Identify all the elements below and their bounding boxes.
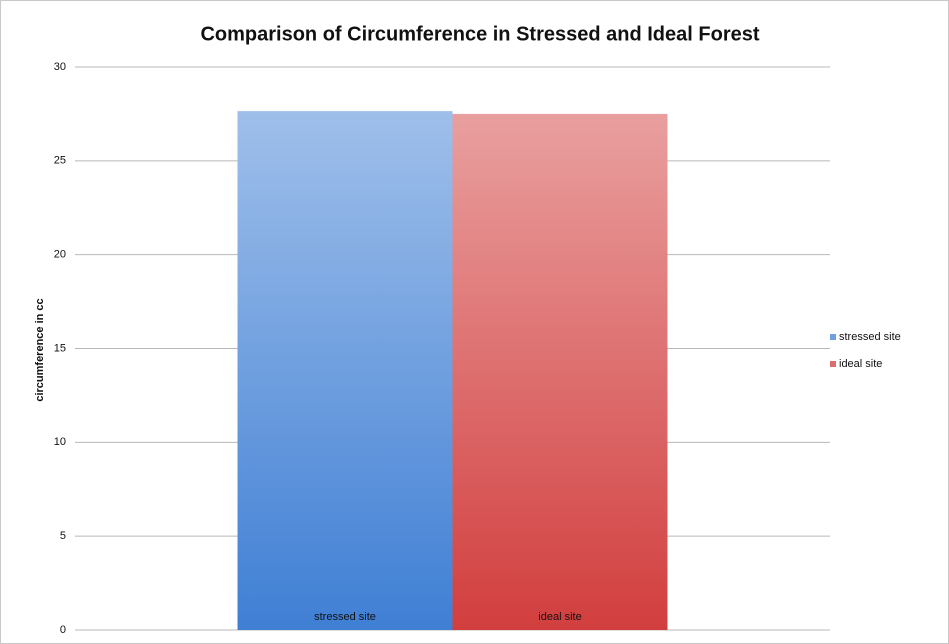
y-axis-label: circumference in cc: [34, 298, 46, 401]
y-tick-label: 15: [54, 342, 66, 354]
chart-title: Comparison of Circumference in Stressed …: [200, 23, 759, 45]
x-tick-label: stressed site: [314, 611, 376, 623]
bar: [452, 113, 668, 630]
bar: [237, 111, 453, 630]
y-tick-label: 0: [60, 624, 66, 636]
y-tick-label: 10: [54, 436, 66, 448]
x-tick-label: ideal site: [538, 611, 581, 623]
legend-swatch: [830, 361, 836, 367]
y-tick-label: 30: [54, 61, 66, 73]
y-tick-label: 20: [54, 249, 66, 261]
y-tick-label: 25: [54, 155, 66, 167]
y-tick-label: 5: [60, 530, 66, 542]
legend-label: stressed site: [839, 331, 901, 343]
legend-swatch: [830, 334, 836, 340]
legend-label: ideal site: [839, 358, 882, 370]
